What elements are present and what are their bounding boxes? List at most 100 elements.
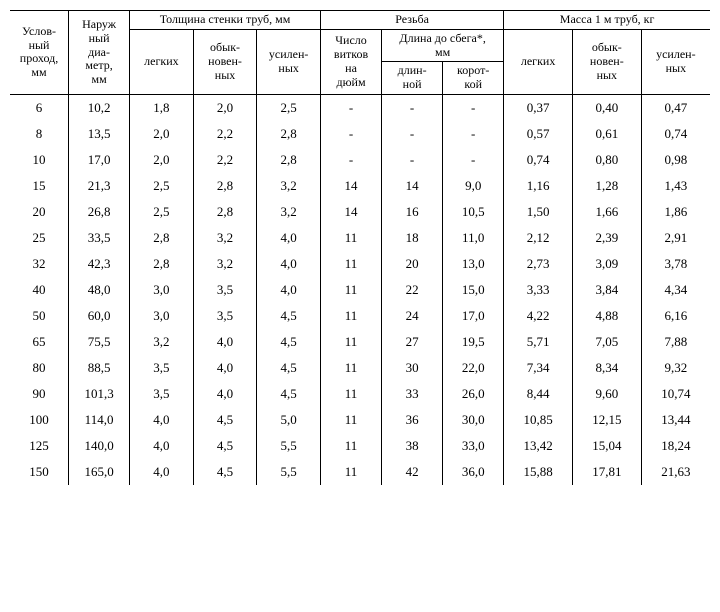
cell: 3,2 — [257, 199, 321, 225]
cell: 125 — [10, 433, 69, 459]
cell: 4,5 — [257, 303, 321, 329]
cell: 2,8 — [193, 199, 257, 225]
table-row: 4048,03,03,54,0112215,03,333,844,34 — [10, 277, 710, 303]
cell: 27 — [382, 329, 443, 355]
cell: 15 — [10, 173, 69, 199]
table-row: 1521,32,52,83,214149,01,161,281,43 — [10, 173, 710, 199]
cell: 10,74 — [641, 381, 710, 407]
cell: 22,0 — [443, 355, 504, 381]
cell: 80 — [10, 355, 69, 381]
cell: 7,34 — [504, 355, 573, 381]
cell: 2,0 — [193, 94, 257, 121]
cell: 140,0 — [69, 433, 130, 459]
cell: 18,24 — [641, 433, 710, 459]
cell: 10,85 — [504, 407, 573, 433]
cell: 3,2 — [130, 329, 194, 355]
hdr-wall-rein: усилен-ных — [257, 29, 321, 94]
cell: 3,5 — [130, 355, 194, 381]
cell: 15,04 — [572, 433, 641, 459]
cell: 4,5 — [193, 433, 257, 459]
cell: 40 — [10, 277, 69, 303]
cell: 9,60 — [572, 381, 641, 407]
cell: 3,2 — [193, 225, 257, 251]
cell: 2,8 — [257, 121, 321, 147]
cell: 0,47 — [641, 94, 710, 121]
cell: - — [382, 121, 443, 147]
cell: 100 — [10, 407, 69, 433]
cell: 11 — [320, 225, 381, 251]
cell: 114,0 — [69, 407, 130, 433]
hdr-wall-ord: обык-новен-ных — [193, 29, 257, 94]
cell: 15,88 — [504, 459, 573, 485]
hdr-short: корот-кой — [443, 62, 504, 95]
cell: 4,0 — [257, 225, 321, 251]
cell: 11 — [320, 381, 381, 407]
hdr-mass: Масса 1 м труб, кг — [504, 11, 710, 30]
cell: 3,2 — [193, 251, 257, 277]
cell: 8,34 — [572, 355, 641, 381]
cell: 33 — [382, 381, 443, 407]
cell: 17,0 — [69, 147, 130, 173]
table-row: 125140,04,04,55,5113833,013,4215,0418,24 — [10, 433, 710, 459]
table-row: 5060,03,03,54,5112417,04,224,886,16 — [10, 303, 710, 329]
hdr-thread: Резьба — [320, 11, 503, 30]
cell: 4,0 — [193, 381, 257, 407]
table-row: 100114,04,04,55,0113630,010,8512,1513,44 — [10, 407, 710, 433]
cell: 0,37 — [504, 94, 573, 121]
cell: 11,0 — [443, 225, 504, 251]
cell: 21,3 — [69, 173, 130, 199]
cell: 4,0 — [130, 459, 194, 485]
cell: 21,63 — [641, 459, 710, 485]
cell: 11 — [320, 459, 381, 485]
cell: 11 — [320, 433, 381, 459]
hdr-runlen: Длина до сбега*,мм — [382, 29, 504, 62]
cell: 3,33 — [504, 277, 573, 303]
cell: 15,0 — [443, 277, 504, 303]
cell: 1,28 — [572, 173, 641, 199]
cell: 33,5 — [69, 225, 130, 251]
cell: 13,42 — [504, 433, 573, 459]
cell: 11 — [320, 407, 381, 433]
cell: 2,12 — [504, 225, 573, 251]
hdr-pass: Услов-ныйпроход,мм — [10, 11, 69, 95]
cell: 3,09 — [572, 251, 641, 277]
cell: 4,0 — [193, 329, 257, 355]
cell: 2,8 — [257, 147, 321, 173]
table-row: 8088,53,54,04,5113022,07,348,349,32 — [10, 355, 710, 381]
hdr-turns: Числовитковнадюйм — [320, 29, 381, 94]
cell: 101,3 — [69, 381, 130, 407]
cell: - — [320, 121, 381, 147]
cell: 3,5 — [193, 303, 257, 329]
cell: - — [443, 121, 504, 147]
cell: 20 — [10, 199, 69, 225]
cell: 5,5 — [257, 433, 321, 459]
cell: 6,16 — [641, 303, 710, 329]
cell: 165,0 — [69, 459, 130, 485]
cell: 13,44 — [641, 407, 710, 433]
cell: 4,0 — [193, 355, 257, 381]
cell: 2,73 — [504, 251, 573, 277]
cell: 0,61 — [572, 121, 641, 147]
cell: 3,5 — [193, 277, 257, 303]
cell: 88,5 — [69, 355, 130, 381]
cell: 26,0 — [443, 381, 504, 407]
cell: 1,43 — [641, 173, 710, 199]
cell: 0,80 — [572, 147, 641, 173]
cell: 90 — [10, 381, 69, 407]
cell: - — [382, 94, 443, 121]
cell: 14 — [320, 173, 381, 199]
table-row: 610,21,82,02,5---0,370,400,47 — [10, 94, 710, 121]
cell: 5,5 — [257, 459, 321, 485]
cell: 38 — [382, 433, 443, 459]
cell: 4,88 — [572, 303, 641, 329]
cell: 5,71 — [504, 329, 573, 355]
cell: 150 — [10, 459, 69, 485]
cell: 6 — [10, 94, 69, 121]
cell: 17,0 — [443, 303, 504, 329]
cell: 4,22 — [504, 303, 573, 329]
table-row: 90101,33,54,04,5113326,08,449,6010,74 — [10, 381, 710, 407]
cell: 12,15 — [572, 407, 641, 433]
cell: 3,78 — [641, 251, 710, 277]
cell: 2,8 — [130, 225, 194, 251]
cell: 30,0 — [443, 407, 504, 433]
